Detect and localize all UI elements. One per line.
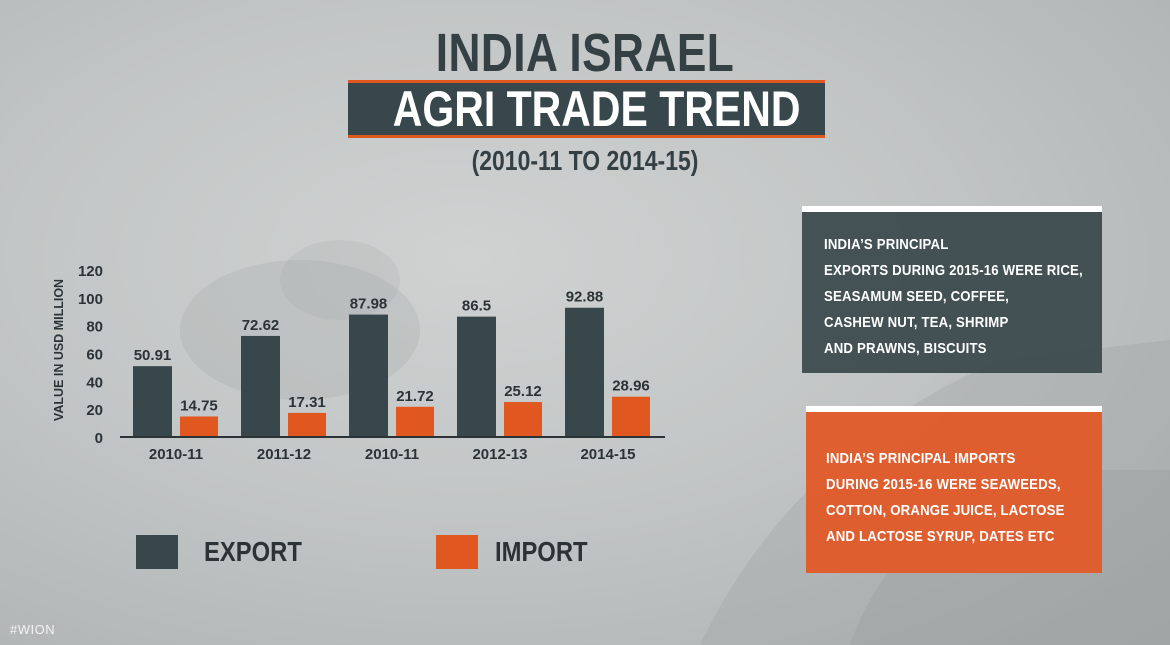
export-bar xyxy=(241,335,280,437)
import-bar xyxy=(504,402,542,437)
import-value-label: 17.31 xyxy=(288,394,326,411)
imports-info-text: INDIA’S PRINCIPAL IMPORTS DURING 2015-16… xyxy=(826,450,1065,545)
x-category-label: 2014-15 xyxy=(580,446,635,463)
import-bar xyxy=(180,416,218,437)
import-bar xyxy=(612,396,650,437)
x-category-label: 2012-13 xyxy=(472,446,527,463)
exports-info-text: INDIA’S PRINCIPAL EXPORTS DURING 2015-16… xyxy=(824,236,1083,357)
x-category-label: 2010-11 xyxy=(365,446,419,463)
import-value-label: 14.75 xyxy=(180,397,218,414)
imports-info-box: INDIA’S PRINCIPAL IMPORTS DURING 2015-16… xyxy=(806,406,1102,573)
x-category-label: 2010-11 xyxy=(149,446,203,463)
y-tick-label: 60 xyxy=(86,347,103,364)
export-value-label: 50.91 xyxy=(134,347,172,364)
import-bar xyxy=(396,406,434,437)
title-line-2-banner: AGRI TRADE TREND xyxy=(348,80,825,138)
legend-label-export: EXPORT xyxy=(204,536,302,567)
export-value-label: 86.5 xyxy=(462,298,491,315)
y-tick-label: 100 xyxy=(78,291,103,308)
watermark: #WION xyxy=(10,622,56,637)
export-bar xyxy=(565,307,604,437)
export-bar xyxy=(457,316,496,437)
x-category-label: 2011-12 xyxy=(257,446,311,463)
title-line-1: INDIA ISRAEL xyxy=(435,23,735,83)
y-tick-label: 80 xyxy=(86,319,103,336)
y-tick-label: 0 xyxy=(95,430,103,447)
legend-swatch-export xyxy=(136,535,178,569)
y-tick-label: 120 xyxy=(78,263,103,280)
subtitle: (2010-11 TO 2014-15) xyxy=(471,145,699,176)
y-axis-title: VALUE IN USD MILLION xyxy=(52,279,66,421)
import-value-label: 21.72 xyxy=(396,388,434,405)
legend-label-import: IMPORT xyxy=(495,536,588,567)
export-value-label: 72.62 xyxy=(242,317,280,334)
export-bar xyxy=(133,366,172,437)
exports-info-box: INDIA’S PRINCIPAL EXPORTS DURING 2015-16… xyxy=(802,206,1102,373)
title-line-2: AGRI TRADE TREND xyxy=(392,81,801,137)
y-tick-label: 20 xyxy=(86,402,103,419)
export-value-label: 92.88 xyxy=(566,289,604,306)
legend-swatch-import xyxy=(436,535,478,569)
export-value-label: 87.98 xyxy=(350,296,388,313)
import-value-label: 25.12 xyxy=(504,383,542,400)
y-tick-label: 40 xyxy=(86,374,103,391)
import-value-label: 28.96 xyxy=(612,378,650,395)
import-bar xyxy=(288,412,326,437)
export-bar xyxy=(349,314,388,437)
